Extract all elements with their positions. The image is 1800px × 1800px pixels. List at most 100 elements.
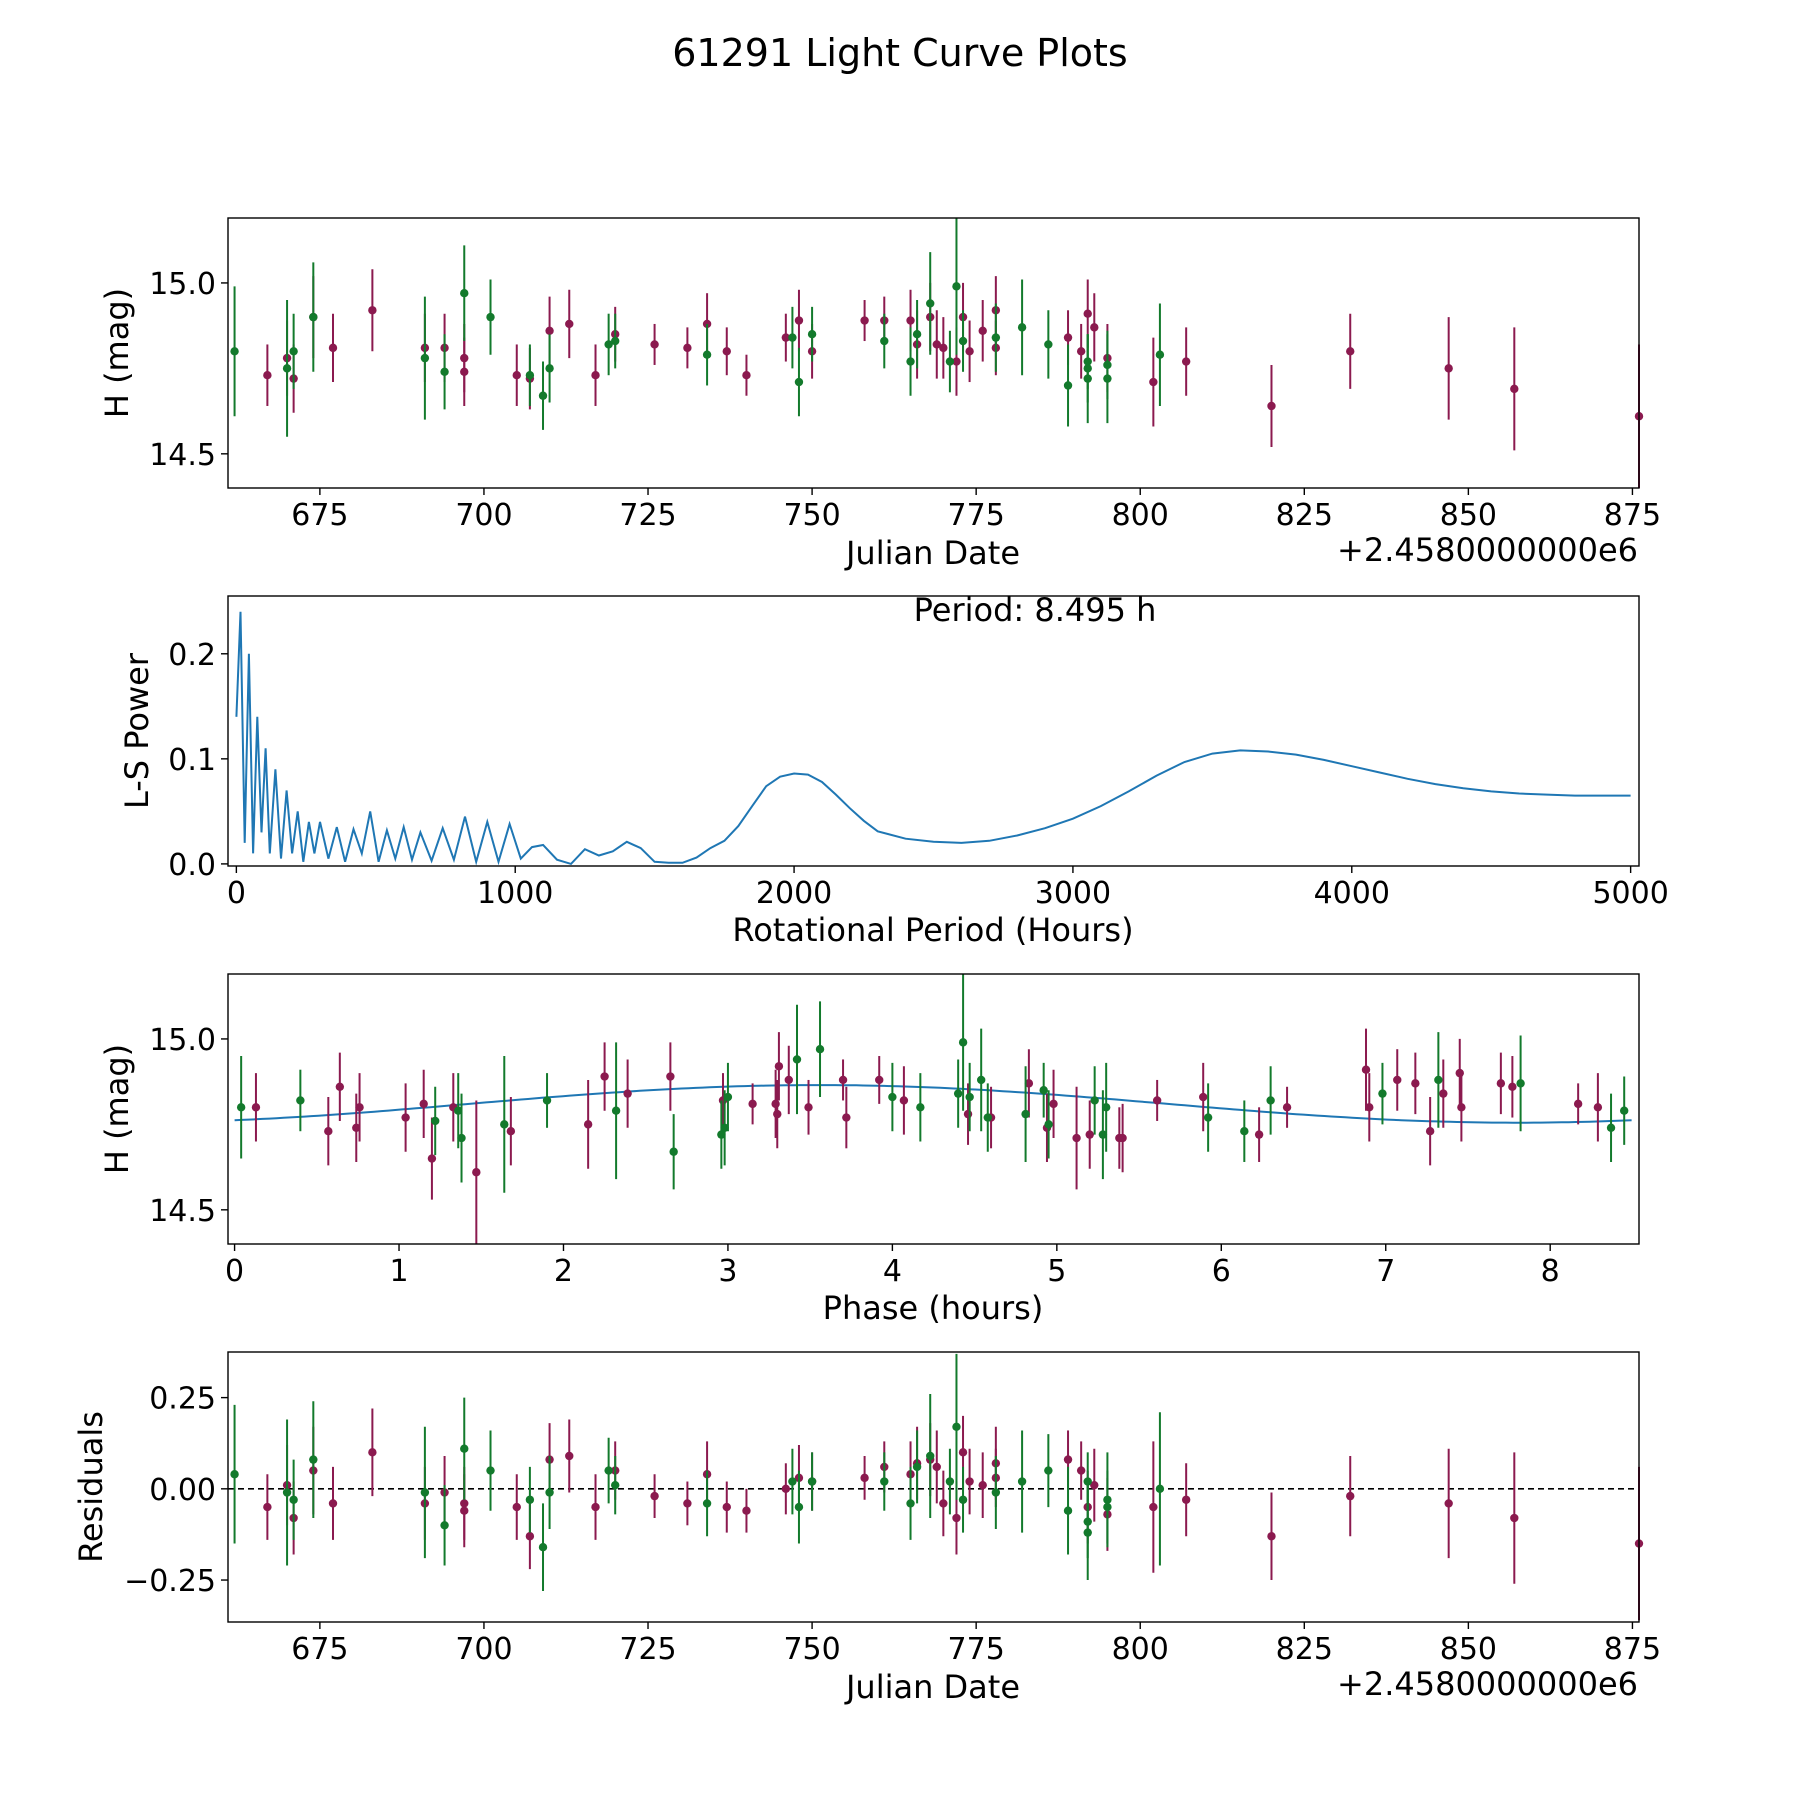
residuals-point-filter-a bbox=[460, 1506, 469, 1515]
phased-point-filter-b bbox=[1090, 1096, 1099, 1105]
periodogram-panel: 0 1000 2000 3000 4000 5000 0.0 0.1 0.2 Rotationa… bbox=[118, 591, 1669, 949]
phased-point-filter-b bbox=[1619, 1106, 1629, 1115]
lightcurve-y-label: H (mag) bbox=[98, 288, 136, 418]
residuals-point-filter-b bbox=[289, 1495, 298, 1504]
residuals-x-label: Julian Date bbox=[844, 1668, 1020, 1706]
phased-xtick-label: 5 bbox=[1047, 1254, 1066, 1289]
lightcurve-point-filter-b bbox=[945, 357, 955, 366]
residuals-point-filter-b bbox=[460, 1444, 469, 1453]
lightcurve-ytick-label: 14.5 bbox=[149, 438, 216, 473]
periodogram-xtick-label: 3000 bbox=[1035, 876, 1111, 911]
periodogram-y-label: L-S Power bbox=[118, 652, 156, 809]
residuals-point-filter-a bbox=[932, 1462, 941, 1472]
residuals-point-filter-b bbox=[958, 1495, 968, 1504]
residuals-ytick-label: 0.00 bbox=[149, 1473, 216, 1508]
phased-point-filter-a bbox=[352, 1123, 361, 1132]
residuals-point-filter-a bbox=[1510, 1513, 1519, 1523]
residuals-offset-text: +2.4580000000e6 bbox=[1337, 1665, 1638, 1703]
residuals-ytick-label: 0.25 bbox=[149, 1382, 216, 1417]
phased-panel: 0 1 2 3 4 5 6 7 8 14.5 15.0 Phase (hours) H (mag) bbox=[98, 973, 1640, 1327]
lightcurve-point-filter-b bbox=[1103, 360, 1112, 370]
residuals-point-filter-a bbox=[263, 1502, 272, 1512]
lightcurve-point-filter-b bbox=[788, 333, 797, 342]
lightcurve-point-filter-a bbox=[328, 343, 338, 353]
phased-point-filter-a bbox=[784, 1075, 793, 1085]
phased-point-filter-a bbox=[773, 1109, 782, 1119]
phased-point-filter-a bbox=[1049, 1099, 1058, 1109]
lightcurve-point-filter-b bbox=[906, 357, 915, 366]
phased-point-filter-b bbox=[457, 1133, 466, 1143]
residuals-point-filter-b bbox=[611, 1480, 620, 1490]
lightcurve-x-label: Julian Date bbox=[844, 534, 1020, 572]
lightcurve-point-filter-b bbox=[1083, 374, 1092, 383]
lightcurve-point-filter-b bbox=[611, 336, 620, 346]
residuals-point-filter-b bbox=[545, 1488, 554, 1497]
periodogram-xtick-label: 5000 bbox=[1592, 876, 1668, 911]
phased-point-filter-a bbox=[1573, 1099, 1583, 1109]
lightcurve-point-filter-a bbox=[1090, 323, 1099, 332]
phased-point-filter-a bbox=[1282, 1103, 1292, 1112]
phased-point-filter-b bbox=[1044, 1120, 1053, 1129]
periodogram-x-label: Rotational Period (Hours) bbox=[732, 911, 1133, 949]
lightcurve-point-filter-a bbox=[565, 319, 574, 329]
phased-point-filter-b bbox=[542, 1096, 552, 1105]
phased-point-filter-a bbox=[506, 1127, 516, 1136]
phased-point-filter-a bbox=[324, 1127, 333, 1136]
phased-point-filter-b bbox=[1203, 1113, 1213, 1122]
phased-point-filter-b bbox=[1101, 1103, 1111, 1112]
residuals-frame bbox=[227, 1351, 1640, 1623]
residuals-y-label: Residuals bbox=[72, 1411, 110, 1563]
phased-point-filter-a bbox=[355, 1103, 364, 1112]
residuals-xtick-label: 825 bbox=[1276, 1632, 1333, 1667]
phased-point-filter-a bbox=[1024, 1079, 1034, 1088]
residuals-point-filter-b bbox=[1083, 1528, 1092, 1537]
phased-point-filter-a bbox=[1425, 1127, 1435, 1136]
phased-point-filter-b bbox=[1378, 1089, 1387, 1098]
periodogram-ytick-label: 0.2 bbox=[168, 638, 216, 673]
residuals-point-filter-b bbox=[486, 1466, 495, 1475]
phased-point-filter-b bbox=[1434, 1075, 1443, 1085]
residuals-point-filter-a bbox=[781, 1484, 791, 1494]
phased-point-filter-a bbox=[1455, 1068, 1464, 1078]
phased-point-filter-a bbox=[963, 1109, 973, 1119]
phased-point-filter-a bbox=[1411, 1079, 1420, 1088]
phased-xtick-label: 6 bbox=[1212, 1254, 1231, 1289]
residuals-xtick-label: 800 bbox=[1112, 1632, 1169, 1667]
residuals-point-filter-b bbox=[926, 1451, 935, 1461]
lightcurve-point-filter-a bbox=[545, 326, 554, 335]
residuals-point-filter-a bbox=[1181, 1495, 1191, 1504]
residuals-point-filter-b bbox=[880, 1477, 889, 1486]
residuals-ytick-label: −0.25 bbox=[124, 1564, 216, 1599]
residuals-xtick-label: 725 bbox=[619, 1632, 676, 1667]
lightcurve-xtick-label: 800 bbox=[1112, 498, 1169, 533]
residuals-xtick-label: 875 bbox=[1604, 1632, 1661, 1667]
phased-point-filter-a bbox=[1508, 1082, 1517, 1091]
lightcurve-offset-text: +2.4580000000e6 bbox=[1337, 531, 1638, 569]
phased-xtick-label: 7 bbox=[1376, 1254, 1395, 1289]
residuals-point-filter-a bbox=[939, 1499, 948, 1508]
lightcurve-point-filter-b bbox=[991, 333, 1001, 342]
phased-point-filter-a bbox=[251, 1103, 261, 1112]
lightcurve-ytick-label: 15.0 bbox=[149, 267, 216, 302]
phased-point-filter-a bbox=[335, 1082, 345, 1091]
residuals-point-filter-a bbox=[860, 1473, 869, 1483]
phased-axes: 0 1 2 3 4 5 6 7 8 14.5 15.0 bbox=[149, 1023, 1560, 1289]
phased-point-filter-a bbox=[1072, 1133, 1081, 1143]
lightcurve-point-filter-b bbox=[486, 312, 495, 322]
residuals-point-filter-a bbox=[722, 1502, 731, 1512]
residuals-point-filter-b bbox=[1155, 1484, 1165, 1494]
residuals-point-filter-b bbox=[604, 1466, 613, 1475]
periodogram-xtick-label: 4000 bbox=[1314, 876, 1390, 911]
phased-point-filter-b bbox=[916, 1103, 925, 1112]
phased-point-filter-a bbox=[1152, 1096, 1162, 1105]
period-annotation: Period: 8.495 h bbox=[914, 591, 1157, 629]
lightcurve-point-filter-b bbox=[230, 347, 239, 356]
residuals-point-filter-a bbox=[1063, 1455, 1073, 1464]
periodogram-axes: 0 1000 2000 3000 4000 5000 0.0 0.1 0.2 bbox=[168, 638, 1669, 911]
phased-ytick-label: 14.5 bbox=[149, 1194, 216, 1229]
phased-point-filter-b bbox=[611, 1106, 621, 1115]
phased-xtick-label: 2 bbox=[554, 1254, 573, 1289]
lightcurve-point-filter-b bbox=[880, 336, 889, 346]
residuals-point-filter-b bbox=[1017, 1477, 1027, 1486]
phased-point-filter-b bbox=[792, 1055, 802, 1064]
